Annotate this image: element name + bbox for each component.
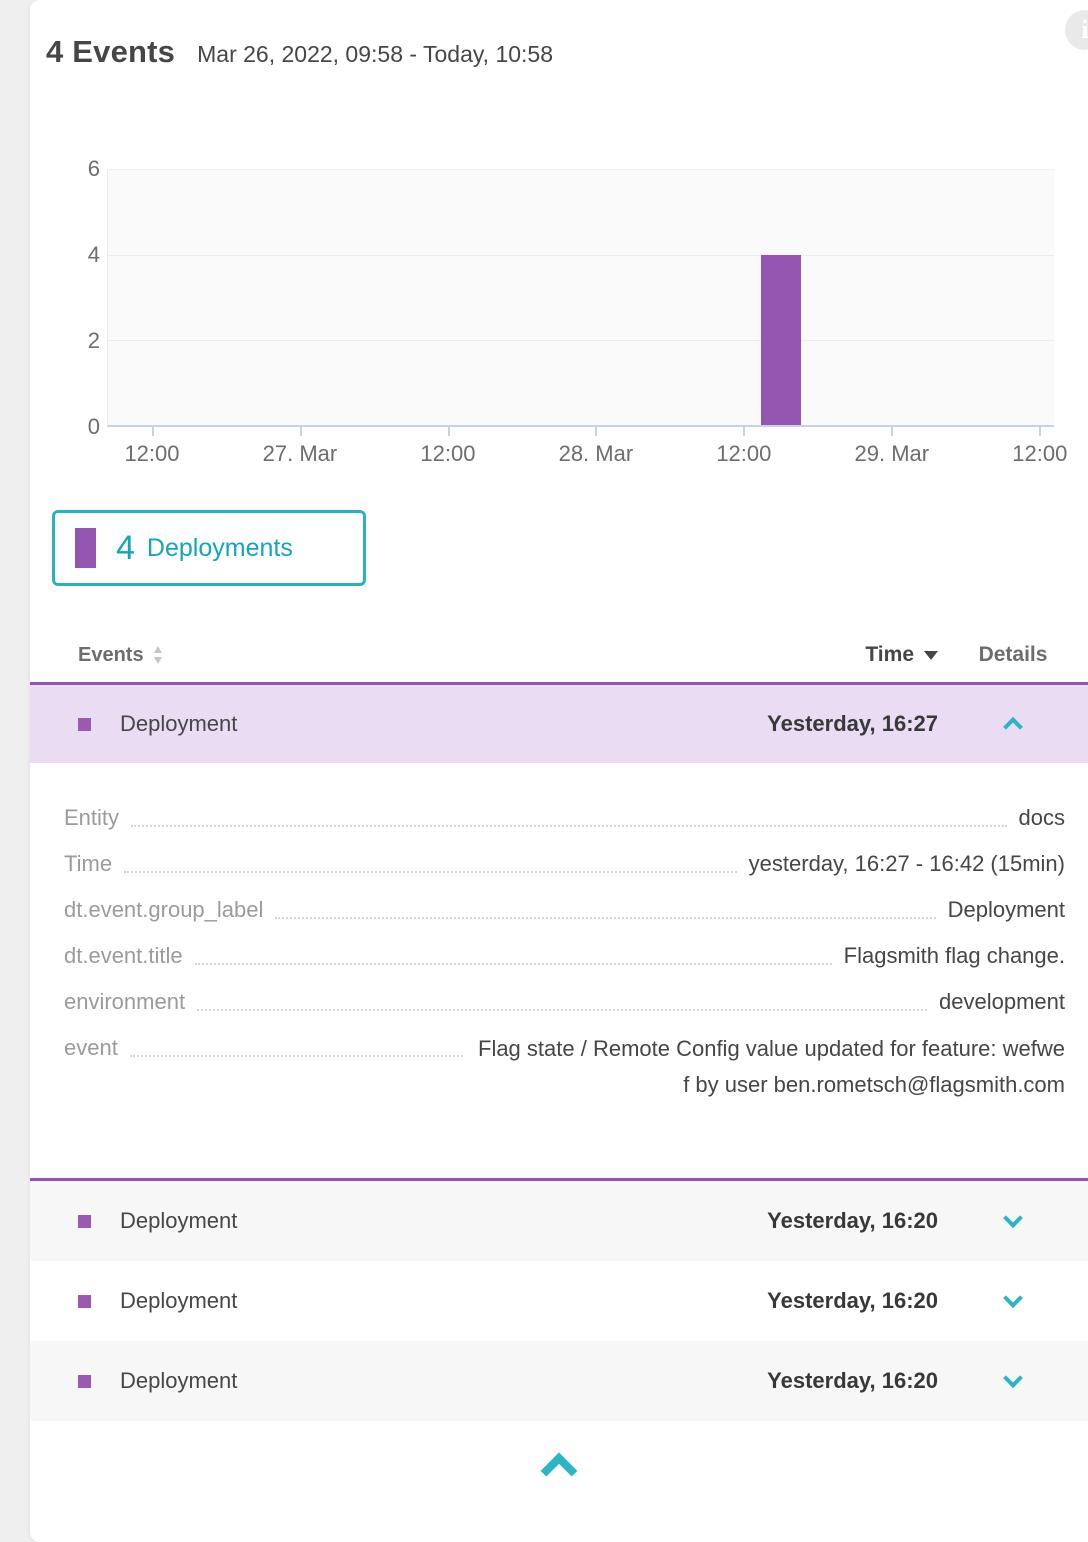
detail-key: event xyxy=(64,1035,118,1060)
y-tick-label: 6 xyxy=(87,156,100,181)
detail-key: Entity xyxy=(64,805,120,830)
event-row-deployment[interactable]: Deployment Yesterday, 16:20 xyxy=(30,1341,1088,1421)
detail-value: Flagsmith flag change. xyxy=(843,943,1065,968)
x-tick-label: 29. Mar xyxy=(854,441,930,466)
y-axis-labels: 6 4 2 0 xyxy=(50,156,100,439)
detail-value: development xyxy=(939,989,1065,1014)
chevron-down-icon[interactable] xyxy=(1003,1288,1023,1309)
x-tick-label: 12:00 xyxy=(716,441,772,466)
detail-row: Time yesterday, 16:27 - 16:42 (15min) xyxy=(64,847,1065,881)
x-tick-mark xyxy=(890,427,893,436)
event-details: Entity docs Time yesterday, 16:27 - 16:4… xyxy=(30,763,1088,1181)
y-tick-label: 2 xyxy=(87,328,100,353)
dotted-leader xyxy=(194,939,832,965)
event-label: Deployment xyxy=(120,1288,238,1313)
column-header-events[interactable]: Events xyxy=(78,643,144,666)
detail-row: environment development xyxy=(64,985,1065,1019)
detail-value: yesterday, 16:27 - 16:42 (15min) xyxy=(748,851,1065,876)
x-axis-labels: 12:00 27. Mar 12:00 28. Mar 12:00 29. Mar 12:0… xyxy=(107,441,1067,469)
dotted-leader xyxy=(124,847,737,873)
gridline xyxy=(108,340,1054,341)
chevron-up-icon[interactable] xyxy=(1003,716,1023,737)
x-tick-label: 12:00 xyxy=(1012,441,1068,466)
table-header: Events Time Details xyxy=(30,628,1088,682)
x-tick-label: 12:00 xyxy=(124,441,180,466)
deployment-marker-icon xyxy=(78,717,91,731)
chevron-down-icon[interactable] xyxy=(1003,1208,1023,1229)
chart-plot-area[interactable] xyxy=(107,169,1054,436)
detail-value: docs xyxy=(1018,805,1065,830)
detail-value: Flag state / Remote Config value updated… xyxy=(478,1036,1065,1097)
chevron-up-icon xyxy=(540,1452,578,1490)
detail-row: Entity docs xyxy=(64,801,1065,835)
deployment-marker-icon xyxy=(78,1214,91,1228)
dotted-leader xyxy=(197,985,928,1011)
x-tick-label: 12:00 xyxy=(420,441,476,466)
event-row-deployment-expanded[interactable]: Deployment Yesterday, 16:27 xyxy=(30,682,1088,763)
timeframe-label: Mar 26, 2022, 09:58 - Today, 10:58 xyxy=(197,41,554,67)
dotted-leader xyxy=(131,801,1007,827)
event-time: Yesterday, 16:20 xyxy=(767,1208,938,1233)
event-row-deployment[interactable]: Deployment Yesterday, 16:20 xyxy=(30,1181,1088,1261)
column-header-time[interactable]: Time xyxy=(698,643,938,667)
deployments-bar[interactable] xyxy=(760,255,801,425)
deployment-marker-icon xyxy=(78,1374,91,1388)
detail-key: dt.event.group_label xyxy=(64,897,264,922)
page-title: 4 Events xyxy=(46,34,176,69)
legend-label: Deployments xyxy=(146,533,293,562)
x-tick-mark xyxy=(447,427,450,436)
x-tick-mark xyxy=(743,427,746,436)
event-label: Deployment xyxy=(120,1208,238,1233)
deployments-swatch-icon xyxy=(75,528,96,568)
info-icon-glyph: i xyxy=(1081,15,1088,44)
x-tick-mark xyxy=(299,427,302,436)
event-time: Yesterday, 16:20 xyxy=(767,1368,938,1393)
x-tick-label: 27. Mar xyxy=(262,441,338,466)
detail-row: dt.event.title Flagsmith flag change. xyxy=(64,939,1065,973)
detail-row: event Flag state / Remote Config value u… xyxy=(64,1031,1065,1103)
event-label: Deployment xyxy=(120,1368,238,1393)
x-tick-mark xyxy=(1038,427,1041,436)
deployments-legend-button[interactable]: 4 Deployments xyxy=(52,510,366,586)
chevron-down-icon[interactable] xyxy=(1003,1368,1023,1389)
events-chart: 6 4 2 0 12:00 27. Mar 12:00 28. Mar 12:00 29. Ma… xyxy=(50,156,1068,466)
event-label: Deployment xyxy=(120,711,238,736)
gridline xyxy=(108,254,1054,256)
header: 4 Events Mar 26, 2022, 09:58 - Today, 10… xyxy=(46,34,553,70)
event-time: Yesterday, 16:27 xyxy=(767,711,938,736)
y-tick-label: 4 xyxy=(87,242,100,267)
column-header-details: Details xyxy=(978,643,1048,666)
info-icon[interactable]: i xyxy=(1065,10,1088,50)
dotted-leader xyxy=(275,893,936,919)
sort-desc-icon xyxy=(924,650,938,660)
events-table: Events Time Details Deployment Yesterday… xyxy=(30,628,1088,1494)
legend-count: 4 xyxy=(116,528,135,567)
event-time: Yesterday, 16:20 xyxy=(767,1288,938,1313)
event-row-deployment[interactable]: Deployment Yesterday, 16:20 xyxy=(30,1261,1088,1341)
x-tick-mark xyxy=(151,427,154,436)
dotted-leader xyxy=(129,1031,463,1057)
detail-value: Deployment xyxy=(947,897,1065,922)
sort-both-icon[interactable] xyxy=(152,646,164,664)
deployment-marker-icon xyxy=(78,1294,91,1308)
detail-key: dt.event.title xyxy=(64,943,183,968)
y-tick-label: 0 xyxy=(87,414,100,439)
x-tick-label: 28. Mar xyxy=(558,441,634,466)
detail-key: Time xyxy=(64,851,113,876)
detail-row: dt.event.group_label Deployment xyxy=(64,893,1065,927)
collapse-table-button[interactable] xyxy=(536,1445,582,1494)
x-tick-mark xyxy=(595,427,598,436)
events-panel: i 4 Events Mar 26, 2022, 09:58 - Today, … xyxy=(30,0,1088,1542)
detail-key: environment xyxy=(64,989,186,1014)
